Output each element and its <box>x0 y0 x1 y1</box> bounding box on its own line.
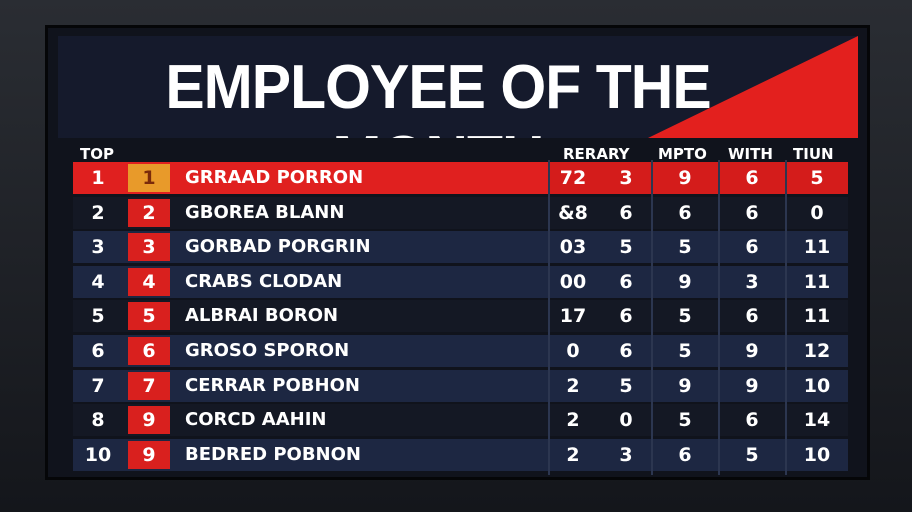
rerary-b: 5 <box>619 374 633 397</box>
mpto: 9 <box>678 167 692 189</box>
rank: 7 <box>91 374 105 397</box>
header: RERARY <box>563 145 630 163</box>
mpto: 5 <box>678 305 692 328</box>
tiun: 5 <box>810 167 824 189</box>
tiun: 11 <box>803 236 831 259</box>
rank-badge <box>128 337 170 365</box>
rank-badge <box>128 198 170 227</box>
badge-number: 9 <box>142 443 156 466</box>
employee-name: GORBAD PORGRIN <box>185 236 371 258</box>
header: MPTO <box>658 145 707 163</box>
mpto: 6 <box>678 201 692 224</box>
mpto: 9 <box>678 270 692 293</box>
employee-name: ALBRAI BORON <box>185 305 339 327</box>
rerary-a: 17 <box>559 305 587 328</box>
column-separator <box>651 160 653 475</box>
title-accent <box>648 36 858 138</box>
badge-number: 2 <box>142 201 156 224</box>
rank: 4 <box>91 270 105 293</box>
rank-badge <box>128 233 170 262</box>
employee-name: CORCD AAHIN <box>185 409 327 431</box>
employee-name: BEDRED POBNON <box>185 443 361 465</box>
with: 6 <box>745 201 759 224</box>
rerary-a: 00 <box>559 270 587 293</box>
column-separator <box>785 160 787 475</box>
badge-number: 3 <box>142 236 156 259</box>
rank-badge <box>128 267 170 296</box>
tiun: 10 <box>803 374 831 397</box>
with: 6 <box>745 167 759 189</box>
rerary-a: 2 <box>566 409 580 432</box>
employee-name: CRABS CLODAN <box>185 270 343 292</box>
title-bar: EMPLOYEE OF THE MONTH <box>58 36 858 138</box>
rerary-b: 3 <box>619 443 633 466</box>
scoreboard: EMPLOYEE OF THE MONTH TOP RERARY MPTO WI… <box>45 25 870 480</box>
tiun: 0 <box>810 201 824 224</box>
rerary-b: 6 <box>619 201 633 224</box>
employee-name: CERRAR POBHON <box>185 374 360 396</box>
rank: 5 <box>91 305 105 328</box>
mpto: 5 <box>678 340 692 362</box>
title: EMPLOYEE OF THE MONTH <box>165 53 711 138</box>
tiun: 12 <box>803 340 831 362</box>
tiun: 14 <box>803 409 831 432</box>
rank: 1 <box>91 167 105 189</box>
rerary-b: 6 <box>619 270 633 293</box>
rerary-b: 6 <box>619 305 633 328</box>
rerary-a: 2 <box>566 374 580 397</box>
column-separator <box>548 160 550 475</box>
rank-badge <box>128 371 170 400</box>
rank-badge <box>128 302 170 331</box>
rank-badge <box>128 440 170 469</box>
mpto: 5 <box>678 236 692 259</box>
employee-name: GBOREA BLANN <box>185 201 345 223</box>
column-separator <box>718 160 720 475</box>
with: 5 <box>745 443 759 466</box>
rerary-a: &8 <box>558 201 588 224</box>
rank-badge <box>128 406 170 435</box>
with: 6 <box>745 409 759 432</box>
tiun: 10 <box>803 443 831 466</box>
rerary-b: 3 <box>619 167 633 189</box>
rank: 3 <box>91 236 105 259</box>
rerary-a: 2 <box>566 443 580 466</box>
rank: 8 <box>91 409 105 432</box>
mpto: 9 <box>678 374 692 397</box>
rank: 2 <box>91 201 105 224</box>
badge-number: 5 <box>142 305 156 328</box>
mpto: 6 <box>678 443 692 466</box>
badge-number: 7 <box>142 374 156 397</box>
employee-name: GRRAAD PORRON <box>185 167 364 188</box>
header: WITH <box>728 145 773 163</box>
rerary-a: 0 <box>566 340 580 362</box>
rank-badge <box>128 164 170 192</box>
mpto: 5 <box>678 409 692 432</box>
header: TIUN <box>793 145 834 163</box>
rerary-b: 6 <box>619 340 633 362</box>
rerary-a: 03 <box>559 236 587 259</box>
badge-number: 1 <box>142 167 156 189</box>
badge-number: 6 <box>142 340 156 362</box>
rank: 10 <box>84 443 112 466</box>
badge-number: 9 <box>142 409 156 432</box>
rerary-b: 0 <box>619 409 633 432</box>
row-highlight <box>548 162 848 194</box>
tiun: 11 <box>803 270 831 293</box>
with: 9 <box>745 374 759 397</box>
rank: 6 <box>91 340 105 362</box>
with: 6 <box>745 236 759 259</box>
with: 6 <box>745 305 759 328</box>
badge-number: 4 <box>142 270 156 293</box>
tiun: 11 <box>803 305 831 328</box>
rerary-a: 72 <box>559 167 587 189</box>
header: TOP <box>80 145 114 163</box>
employee-name: GROSO SPORON <box>185 340 350 361</box>
rerary-b: 5 <box>619 236 633 259</box>
with: 3 <box>745 270 759 293</box>
with: 9 <box>745 340 759 362</box>
